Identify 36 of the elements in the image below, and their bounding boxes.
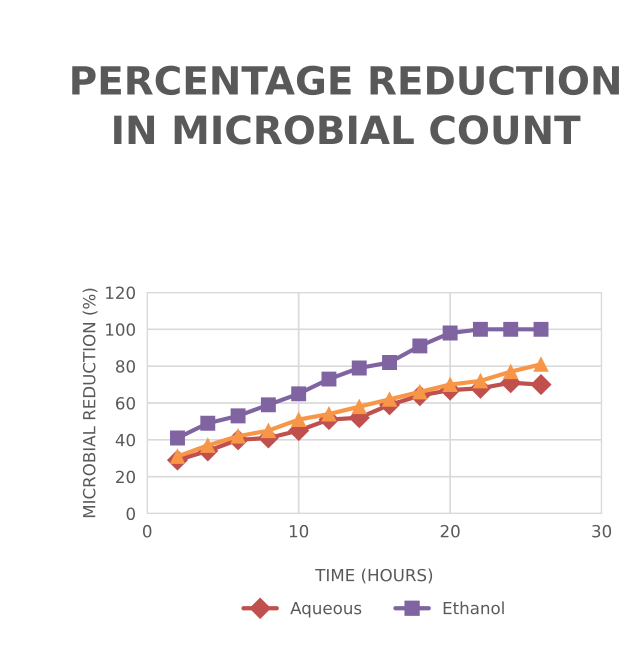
point <box>170 430 185 446</box>
point <box>352 360 367 376</box>
y-tick-label: 40 <box>116 434 135 446</box>
y-tick-label: 60 <box>116 396 135 410</box>
x-tick-label: 20 <box>440 524 460 538</box>
point <box>472 322 488 337</box>
point <box>534 356 548 372</box>
point <box>291 386 306 402</box>
point <box>260 423 276 438</box>
point <box>503 322 518 337</box>
point <box>442 326 458 340</box>
point <box>412 338 428 354</box>
point <box>382 355 398 370</box>
y-tick-label: 20 <box>116 470 135 484</box>
y-axis-title: MICROBIAL REDUCTION (%) <box>82 288 98 518</box>
point <box>260 397 276 412</box>
point <box>503 364 518 380</box>
x-tick-label: 10 <box>290 524 308 538</box>
x-axis-title: TIME (HOURS) <box>315 568 432 584</box>
y-tick-label: 100 <box>106 323 135 336</box>
point <box>534 322 548 337</box>
point <box>472 373 488 388</box>
point <box>291 412 306 428</box>
point <box>230 408 246 424</box>
y-tick-label: 0 <box>126 507 135 520</box>
point <box>530 374 552 395</box>
y-tick-label: 80 <box>116 360 135 373</box>
point <box>321 372 336 387</box>
point <box>352 399 367 414</box>
point <box>200 416 216 431</box>
legend-label: Ethanol <box>444 601 504 614</box>
legend-label: Aqueous <box>290 602 362 618</box>
y-tick-label: 120 <box>106 286 135 300</box>
chart-title: PERCENTAGE REDUCTION IN MICROBIAL COUNT <box>72 66 619 145</box>
x-tick-label: 30 <box>592 524 612 538</box>
x-tick-label: 0 <box>142 524 152 538</box>
